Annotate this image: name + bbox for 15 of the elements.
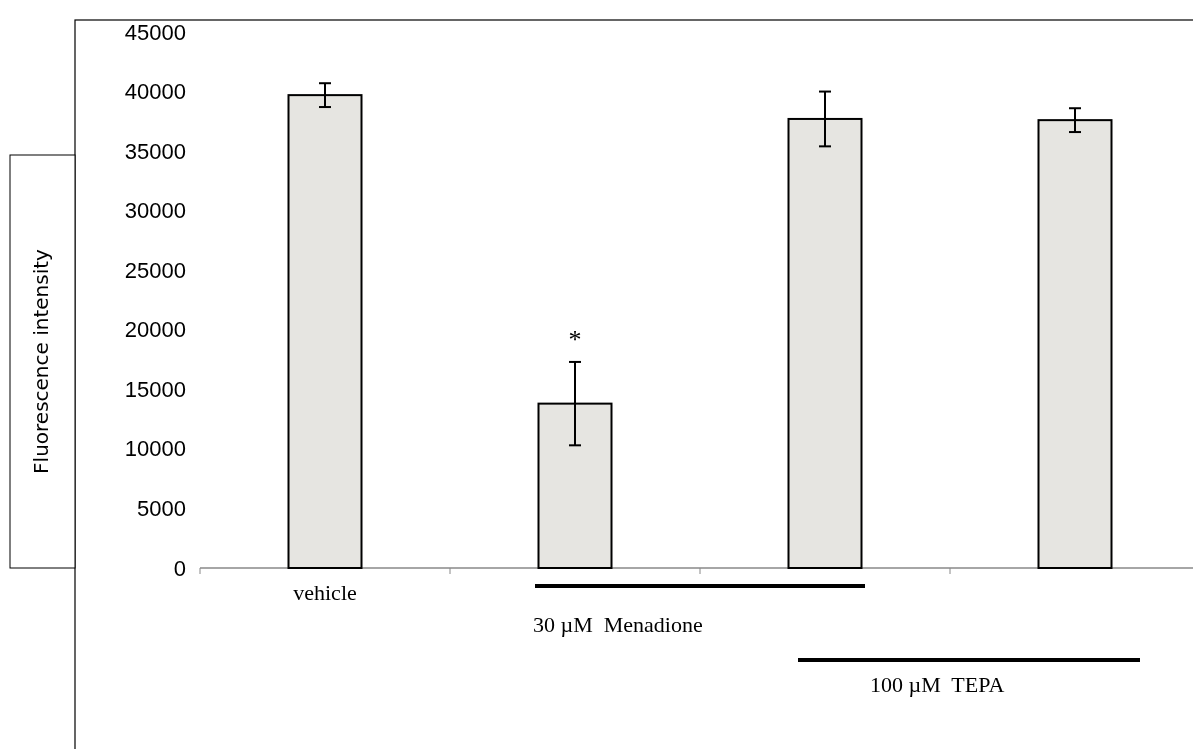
y-tick-label: 0 bbox=[173, 555, 186, 581]
annotation: * bbox=[568, 324, 582, 354]
y-tick-label: 40000 bbox=[124, 79, 186, 105]
y-tick-label: 45000 bbox=[124, 19, 186, 45]
y-tick-label: 15000 bbox=[124, 376, 186, 402]
x-tick-label: vehicle bbox=[293, 580, 357, 605]
text: 100 µM TEPA bbox=[870, 672, 1005, 697]
y-tick-label: 5000 bbox=[137, 495, 186, 521]
y-axis-title: Fluorescence intensity bbox=[29, 248, 53, 474]
y-tick-label: 25000 bbox=[124, 257, 186, 283]
y-tick-label: 20000 bbox=[124, 317, 186, 343]
text: 30 µM Menadione bbox=[533, 612, 703, 637]
y-tick-label: 35000 bbox=[124, 138, 186, 164]
y-tick-label: 30000 bbox=[124, 198, 186, 224]
y-tick-label: 10000 bbox=[124, 436, 186, 462]
